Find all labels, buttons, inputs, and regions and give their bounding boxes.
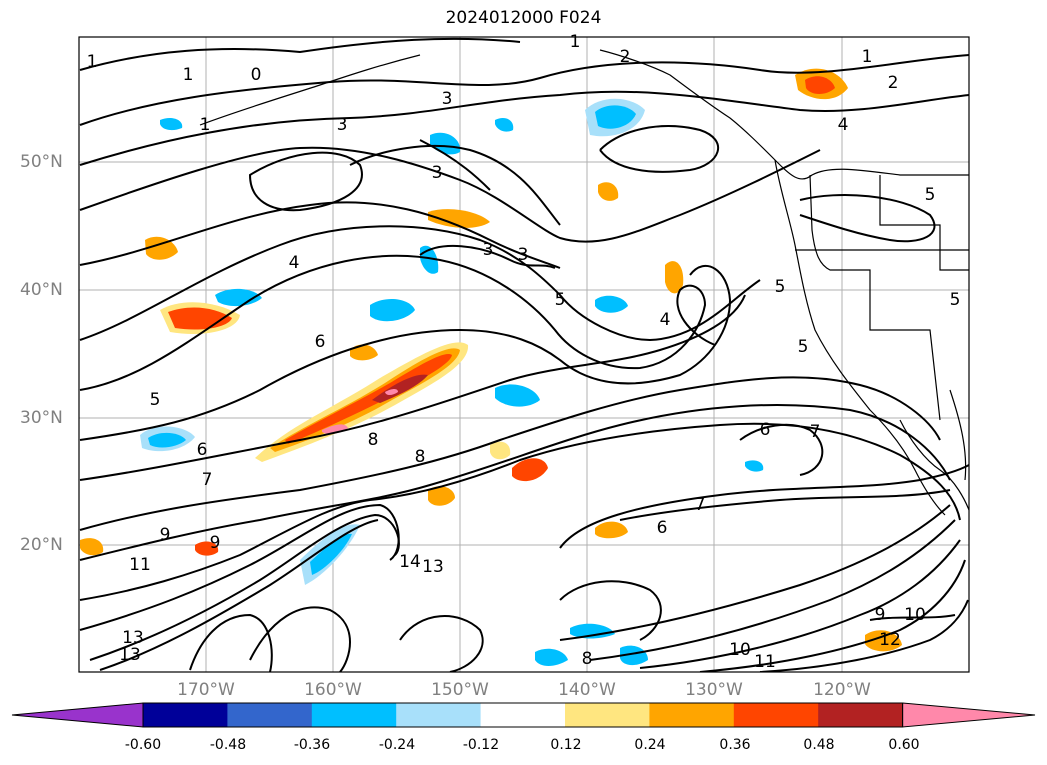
contour-label: 3 xyxy=(483,240,494,260)
colorbar-segment xyxy=(818,703,904,727)
contour-label: 6 xyxy=(315,332,326,352)
contour-label: 7 xyxy=(202,470,213,490)
contour-label: 12 xyxy=(879,630,901,650)
contour-label: 5 xyxy=(150,390,161,410)
colorbar-segment xyxy=(143,703,228,727)
contour-label: 10 xyxy=(729,640,751,660)
lat-label-40n: 40°N xyxy=(20,280,63,300)
colorbar-tick: -0.36 xyxy=(293,737,331,753)
contour-label: 4 xyxy=(660,310,671,330)
colorbar-segment xyxy=(311,703,397,727)
colorbar-segment xyxy=(649,703,735,727)
contour-label: 5 xyxy=(775,277,786,297)
contour-label: 0 xyxy=(251,65,262,85)
contour-label: 2 xyxy=(620,47,631,67)
contour-label: 4 xyxy=(289,253,300,273)
colorbar-segment xyxy=(396,703,482,727)
contour-label: 3 xyxy=(518,245,529,265)
lon-label-130w: 130°W xyxy=(685,680,743,700)
contour-label: 11 xyxy=(754,652,776,672)
contour-label: 7 xyxy=(810,422,821,442)
plot-frame xyxy=(78,36,970,673)
lat-label-20n: 20°N xyxy=(20,535,63,555)
lon-label-170w: 170°W xyxy=(177,680,235,700)
contour-label: 14 xyxy=(399,552,421,572)
lon-label-150w: 150°W xyxy=(431,680,489,700)
contour-label: 9 xyxy=(210,533,221,553)
colorbar-frame xyxy=(142,702,904,728)
colorbar-tick: -0.24 xyxy=(378,737,416,753)
contour-label: 3 xyxy=(337,115,348,135)
colorbar-extend-max xyxy=(902,702,1036,728)
contour-label: 8 xyxy=(415,447,426,467)
contour-label: 1 xyxy=(200,115,211,135)
lon-label-140w: 140°W xyxy=(558,680,616,700)
contour-label: 4 xyxy=(838,115,849,135)
contour-label: 3 xyxy=(432,163,443,183)
chart-title: 2024012000 F024 xyxy=(445,8,602,28)
contour-label: 10 xyxy=(904,605,926,625)
filled-anomalies xyxy=(80,68,902,666)
colorbar-tick: -0.60 xyxy=(124,737,162,753)
contour-label: 13 xyxy=(122,628,144,648)
contour-label: 8 xyxy=(368,430,379,450)
colorbar-tick: 0.36 xyxy=(719,737,751,753)
colorbar-tick: -0.12 xyxy=(462,737,500,753)
contour-label: 1 xyxy=(862,47,873,67)
contour-label: 6 xyxy=(197,440,208,460)
contour-label: 1 xyxy=(87,52,98,72)
contour-label: 7 xyxy=(695,495,706,515)
contour-label: 6 xyxy=(657,518,668,538)
contour-label: 9 xyxy=(875,605,886,625)
lat-label-30n: 30°N xyxy=(20,408,63,428)
colorbar-tick: 0.12 xyxy=(550,737,582,753)
colorbar-segment xyxy=(227,703,313,727)
contour-label: 5 xyxy=(798,337,809,357)
contour-label: 5 xyxy=(555,290,566,310)
lat-label-50n: 50°N xyxy=(20,152,63,172)
colorbar-segment xyxy=(565,703,650,727)
coastlines xyxy=(199,49,969,516)
contour-label: 2 xyxy=(888,73,899,93)
contour-label: 9 xyxy=(160,525,171,545)
colorbar xyxy=(11,702,1036,728)
lon-label-120w: 120°W xyxy=(813,680,871,700)
contour-label: 1 xyxy=(183,65,194,85)
contour-label: 13 xyxy=(119,645,141,665)
contour-label: 5 xyxy=(925,185,936,205)
colorbar-tick: -0.48 xyxy=(209,737,247,753)
gridlines xyxy=(79,37,969,672)
contour-label: 8 xyxy=(582,649,593,669)
colorbar-tick: 0.60 xyxy=(888,737,920,753)
contour-label: 11 xyxy=(129,555,151,575)
contour-label: 5 xyxy=(950,290,961,310)
colorbar-segment xyxy=(480,703,566,727)
colorbar-tick: 0.24 xyxy=(634,737,666,753)
contour-label: 6 xyxy=(760,420,771,440)
lon-label-160w: 160°W xyxy=(304,680,362,700)
contour-label: 1 xyxy=(570,32,581,52)
colorbar-tick: 0.48 xyxy=(803,737,835,753)
colorbar-segment xyxy=(733,703,819,727)
contour-lines xyxy=(79,37,969,672)
contour-label: 3 xyxy=(442,89,453,109)
contour-label: 13 xyxy=(422,557,444,577)
colorbar-extend-min xyxy=(11,702,144,728)
